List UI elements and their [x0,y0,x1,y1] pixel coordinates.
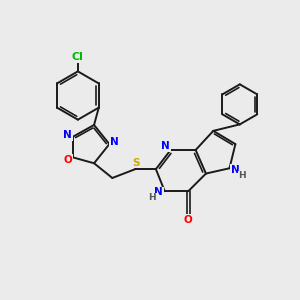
Text: N: N [110,137,119,147]
Text: S: S [132,158,140,168]
Text: O: O [63,155,72,165]
Text: N: N [161,142,170,152]
Text: H: H [238,171,246,180]
Text: N: N [231,165,240,175]
Text: O: O [184,215,193,225]
Text: N: N [63,130,72,140]
Text: H: H [148,193,156,202]
Text: N: N [154,188,163,197]
Text: Cl: Cl [72,52,84,62]
